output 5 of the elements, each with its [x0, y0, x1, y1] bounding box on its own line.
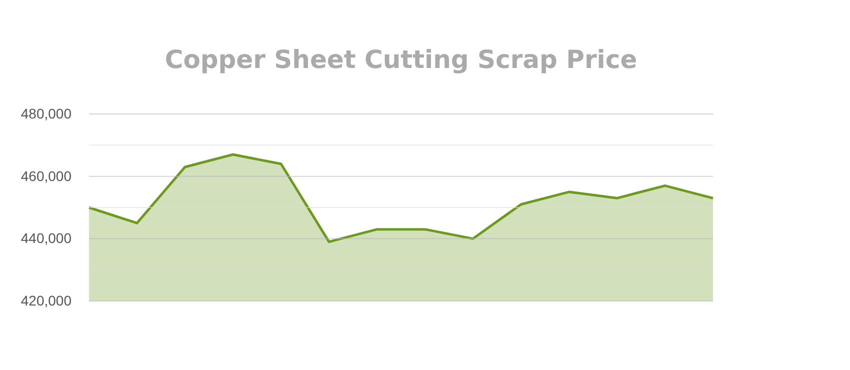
- y-tick-label: 420,000: [20, 292, 72, 308]
- y-tick-label: 480,000: [20, 106, 72, 122]
- y-tick-label: 460,000: [20, 168, 72, 184]
- y-tick-label: 440,000: [20, 230, 72, 246]
- chart-title: Copper Sheet Cutting Scrap Price: [164, 45, 638, 74]
